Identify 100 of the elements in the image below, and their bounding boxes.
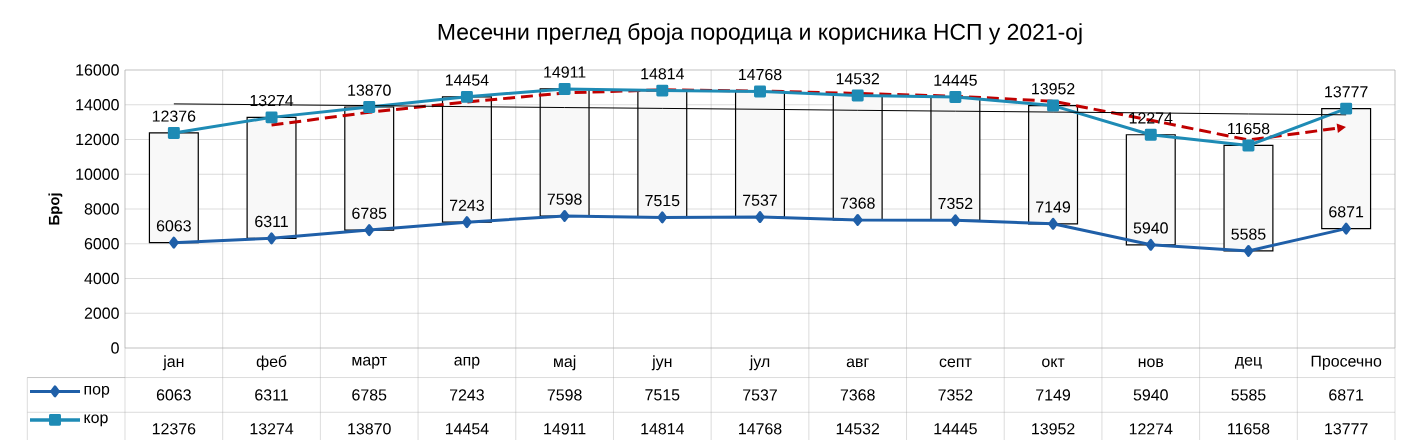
point: [168, 236, 179, 249]
data-label: 5940: [1133, 389, 1168, 401]
text: 7368: [840, 197, 875, 209]
point: [265, 111, 278, 124]
point: [851, 89, 864, 102]
y-tick-label: 2000: [84, 307, 119, 319]
text: 7515: [645, 195, 680, 207]
data-label: 7515: [645, 389, 680, 401]
text: 5940: [1133, 222, 1168, 234]
x-tick-label: јул: [749, 355, 770, 371]
text: 6871: [1329, 206, 1364, 218]
text: 5585: [1231, 228, 1266, 240]
text: 6785: [352, 207, 387, 219]
point: [755, 211, 765, 224]
point: [656, 84, 669, 97]
data-label: 14532: [836, 423, 880, 435]
x-tick-label: окт: [1042, 358, 1065, 368]
x-tick-label: авг: [846, 358, 869, 368]
point: [460, 90, 473, 103]
text: 14454: [445, 74, 489, 86]
data-label: 11658: [1228, 423, 1270, 435]
text: 14445: [934, 74, 977, 86]
point: [950, 214, 961, 227]
point: [1340, 102, 1353, 115]
y-tick-label: 10000: [76, 168, 119, 180]
point: [266, 232, 277, 245]
data-label: 6311: [255, 389, 288, 401]
point: [754, 85, 766, 98]
data-label: 7598: [547, 389, 582, 401]
data-label: 13870: [348, 423, 391, 435]
text: 14814: [641, 68, 684, 80]
point: [657, 211, 668, 224]
text: 13870: [348, 84, 391, 96]
x-tick-label: мај: [554, 355, 576, 371]
point: [1047, 99, 1060, 112]
data-label: 14445: [934, 423, 977, 435]
text: 7537: [743, 194, 777, 206]
x-tick-label: апр: [454, 356, 480, 369]
y-tick-label: 14000: [76, 99, 119, 111]
data-label: 14911: [544, 423, 586, 435]
data-label: 13952: [1032, 423, 1075, 435]
point: [462, 216, 472, 229]
y-tick-label: 12000: [76, 133, 119, 146]
text: 7352: [938, 197, 973, 210]
data-label: 14454: [445, 423, 489, 435]
point: [1144, 128, 1157, 141]
x-tick-label: феб: [256, 355, 287, 371]
point: [1145, 238, 1156, 251]
x-tick-label: март: [352, 356, 387, 369]
legend-label: кор: [84, 414, 108, 427]
data-label: 7149: [1036, 389, 1071, 401]
bar: [148, 132, 199, 244]
bar: [1125, 134, 1176, 246]
x-tick-label: септ: [939, 358, 972, 368]
y-tick-label: 0: [111, 342, 119, 354]
x-tick-label: Просечно: [1311, 355, 1382, 370]
y-axis-title: Број: [48, 193, 63, 225]
point: [364, 224, 375, 237]
y-tick-label: 8000: [84, 203, 119, 215]
y-tick-label: 16000: [76, 64, 119, 76]
text: 7598: [547, 193, 582, 205]
point: [559, 210, 570, 222]
y-tick-label: 6000: [84, 238, 119, 250]
text: 6063: [156, 220, 191, 232]
point: [1242, 139, 1255, 152]
data-label: 7368: [840, 389, 875, 401]
data-label: 6063: [156, 389, 191, 401]
text: 7149: [1036, 201, 1071, 213]
data-label: 6871: [1329, 389, 1364, 401]
x-tick-label: јун: [651, 355, 672, 371]
text: 11658: [1228, 122, 1270, 135]
text: 14768: [739, 68, 782, 81]
data-label: 14814: [641, 423, 684, 435]
data-label: 14768: [739, 423, 782, 435]
data-label: 6785: [352, 389, 387, 401]
text: 14532: [836, 73, 880, 85]
text: 6311: [255, 215, 288, 228]
data-label: 12274: [1129, 423, 1173, 435]
text: 13952: [1032, 83, 1075, 95]
text: 7243: [450, 199, 484, 211]
point: [949, 91, 962, 103]
data-label: 13274: [250, 423, 294, 435]
point: [363, 101, 376, 113]
x-tick-label: дец: [1234, 356, 1262, 369]
point: [1048, 217, 1058, 230]
data-label: 13777: [1325, 423, 1368, 435]
text: 14911: [544, 66, 586, 78]
data-label: 7537: [743, 389, 777, 401]
point: [167, 126, 180, 139]
point: [558, 82, 571, 95]
bar: [246, 116, 297, 239]
bar: [1223, 144, 1274, 252]
text: 13274: [250, 94, 294, 107]
legend-label: пор: [84, 385, 110, 398]
point: [1341, 222, 1352, 235]
data-label: 5585: [1231, 389, 1266, 401]
text: 12376: [152, 110, 196, 122]
point: [1243, 244, 1254, 257]
chart-title: Месечни преглед броја породица и корисника НСП у 2021-ој: [438, 22, 1082, 45]
data-label: 7243: [450, 389, 484, 401]
